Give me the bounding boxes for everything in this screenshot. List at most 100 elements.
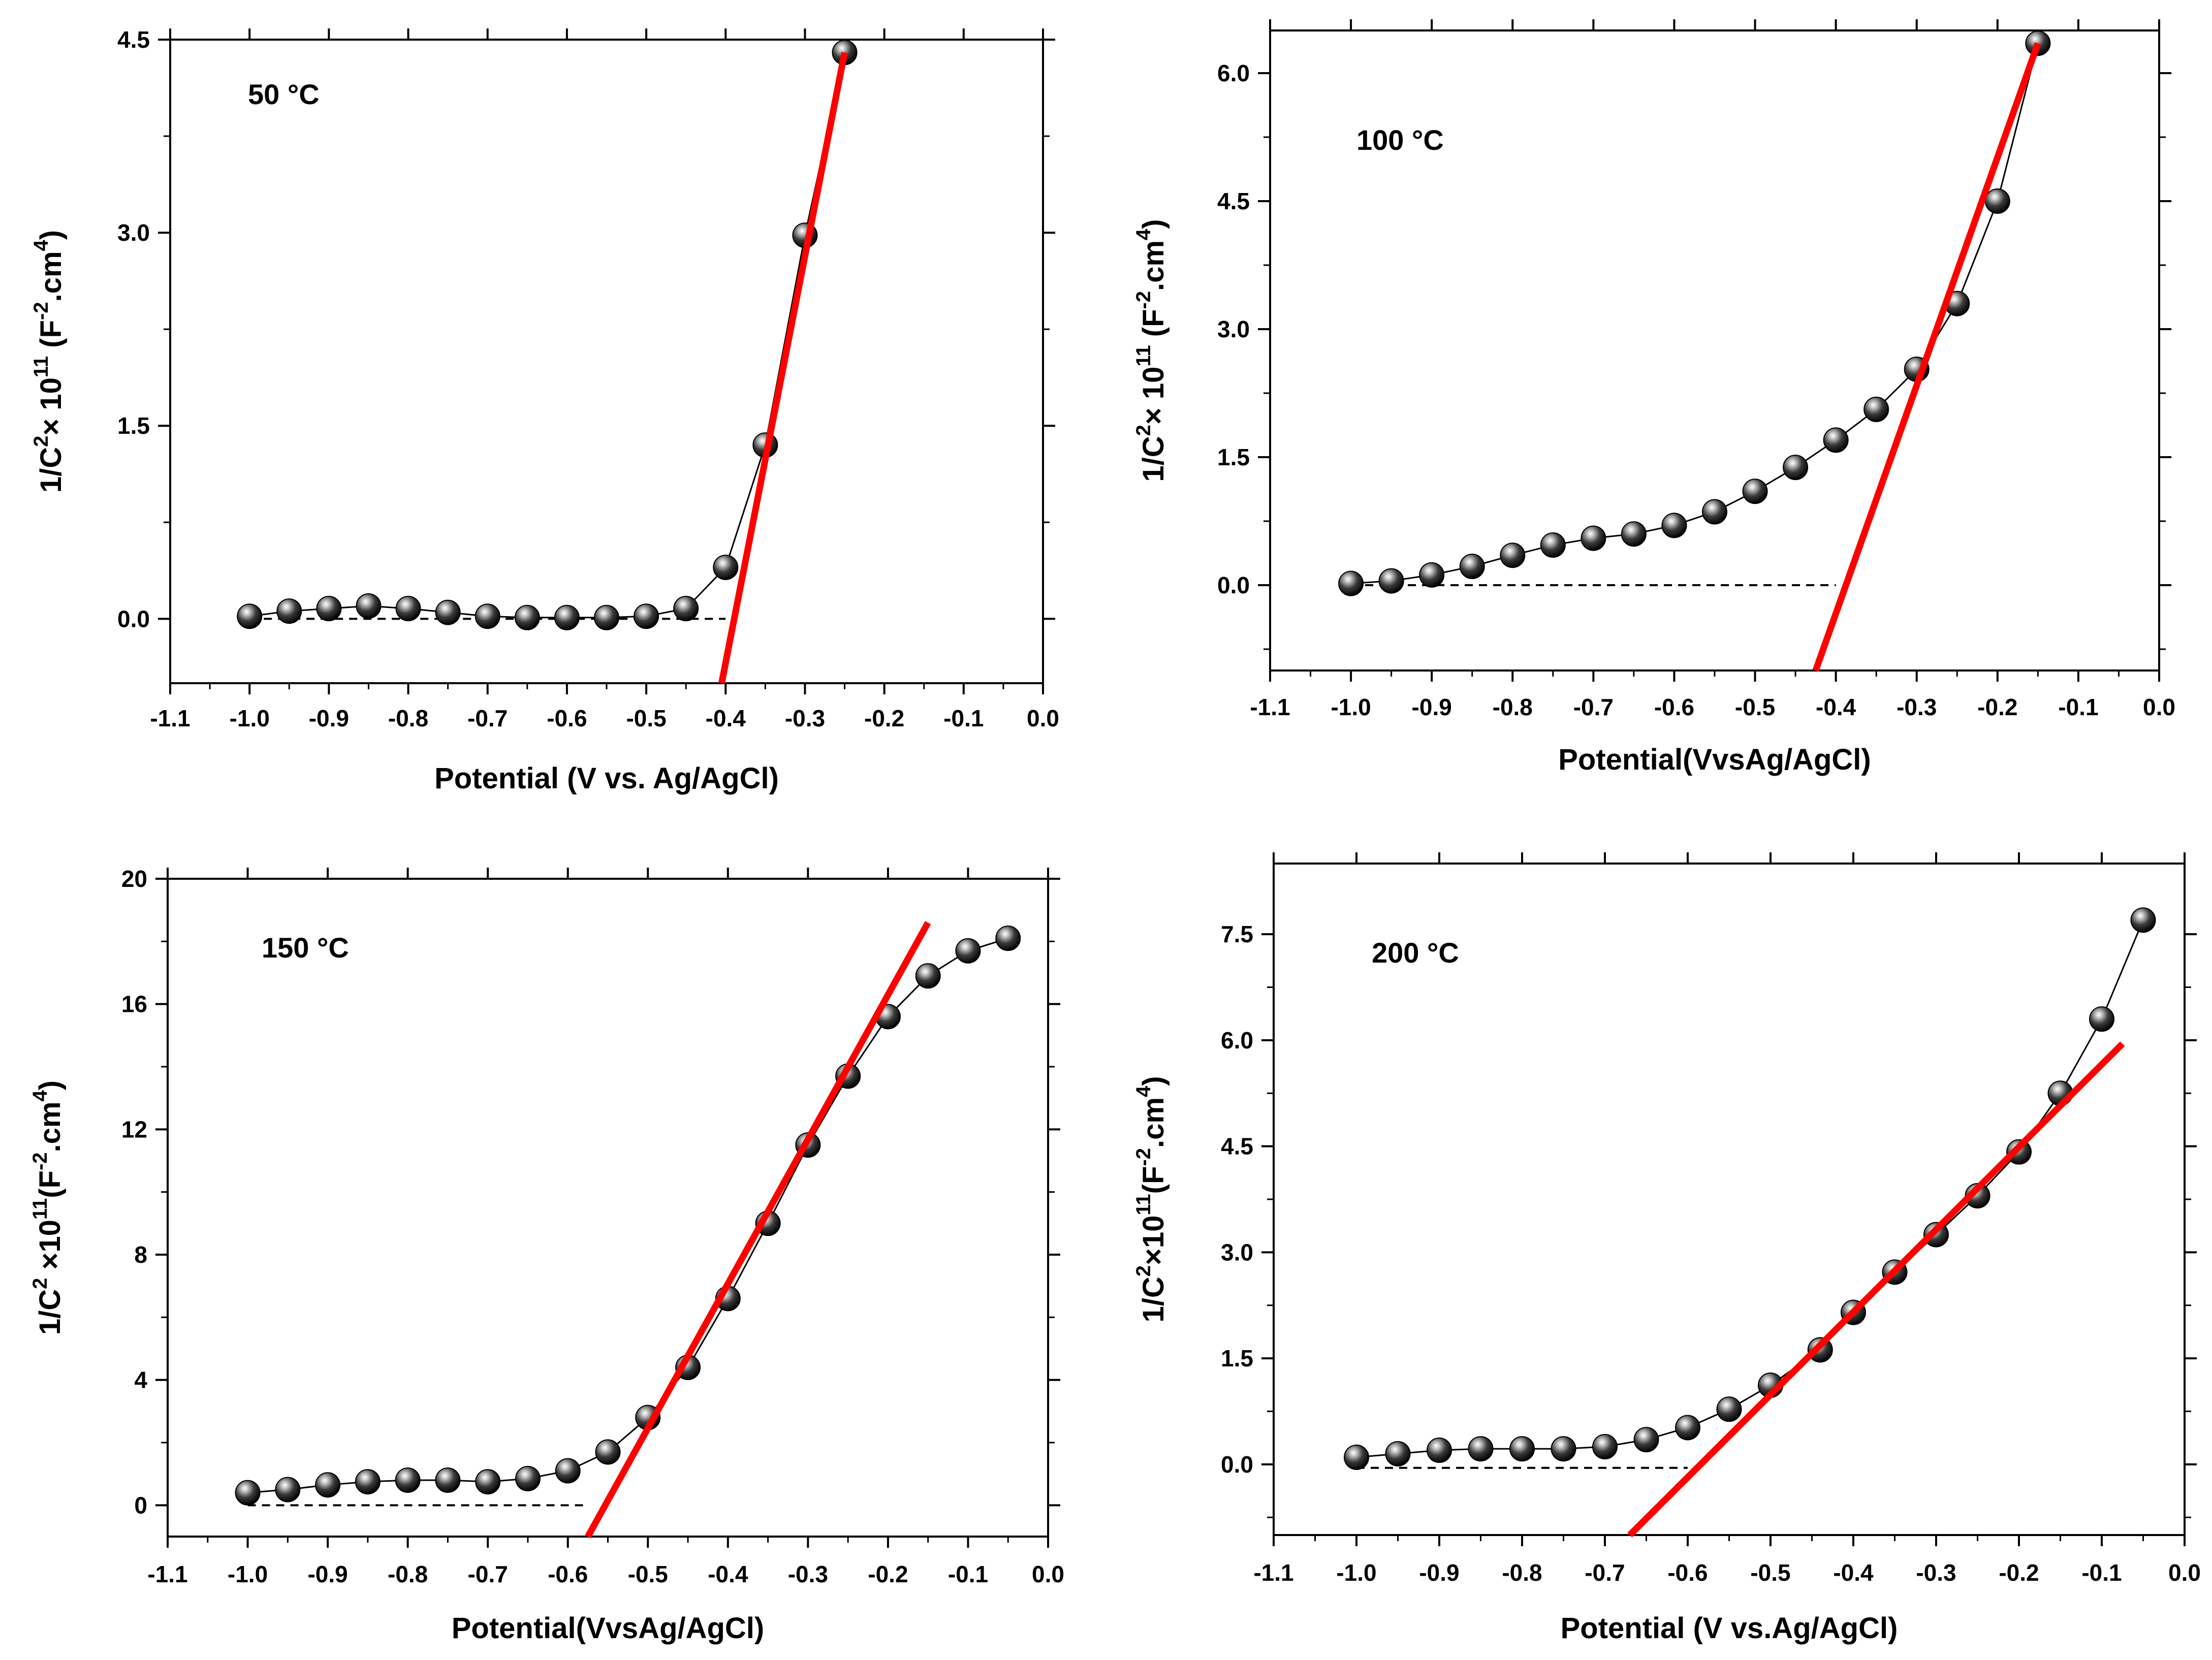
data-point — [1965, 1183, 1990, 1209]
x-tick-label: -0.7 — [467, 705, 508, 731]
panel-100c: -1.1 -1.0 -0.9 -0.8 -0.7 -0.6 -0.5 -0.4 -0.3 -0.2… — [1132, 19, 2175, 776]
x-tick-label: -0.4 — [1833, 1559, 1874, 1586]
x-tick-label: -0.6 — [1667, 1559, 1708, 1586]
x-tick-label: -0.3 — [788, 1561, 828, 1587]
data-point — [1427, 1438, 1452, 1463]
x-tick-label: -0.8 — [1493, 694, 1533, 720]
y-tick-label: 6.0 — [1217, 60, 1250, 86]
data-point — [1378, 568, 1404, 594]
y-axis-title-part: (F — [35, 320, 68, 356]
y-axis-title-part: × 10 — [35, 377, 68, 436]
data-point — [1863, 396, 1889, 422]
y-axis-title-part: 11 — [30, 356, 52, 377]
data-point — [595, 1439, 621, 1465]
series-line — [1350, 43, 2039, 585]
x-tick-label: -0.6 — [548, 1561, 588, 1587]
x-tick-label: -0.4 — [1816, 694, 1856, 720]
data-point — [555, 1458, 581, 1484]
y-axis-title: 1/C2×1011(F-2.cm4) — [1132, 1076, 1170, 1322]
x-tick-label: -1.1 — [1250, 694, 1290, 720]
x-tick-label: -0.9 — [309, 705, 349, 731]
data-point — [1338, 570, 1364, 596]
x-tick-label: -1.0 — [228, 1561, 268, 1587]
x-tick-label: -0.5 — [1750, 1559, 1790, 1586]
data-point — [395, 1467, 421, 1493]
x-tick-label: -0.2 — [1999, 1559, 2039, 1586]
data-point — [713, 554, 739, 580]
data-point — [435, 1467, 461, 1493]
x-tick-label: -0.9 — [307, 1561, 347, 1587]
data-point — [1459, 554, 1485, 580]
y-axis-title-part: 2 — [30, 436, 52, 447]
y-tick-label: 1.5 — [1217, 444, 1250, 470]
x-axis-title: Potential(VvsAg/AgCl) — [452, 1612, 765, 1645]
y-tick-label: 3.0 — [1221, 1239, 1253, 1265]
data-point — [1419, 562, 1445, 588]
data-point — [1385, 1441, 1411, 1466]
x-tick-label: -0.1 — [948, 1561, 988, 1587]
x-tick-label: -0.6 — [547, 705, 587, 731]
x-tick-label: -0.2 — [868, 1561, 908, 1587]
x-tick-label: -0.5 — [628, 1561, 668, 1587]
y-tick-label: 16 — [121, 991, 147, 1017]
data-point — [475, 1469, 501, 1495]
x-tick-label: -0.4 — [706, 705, 746, 731]
data-point — [395, 596, 421, 622]
y-axis-title-part: 1/C — [1137, 1276, 1170, 1322]
y-axis-title: 1/C2× 1011 (F-2.cm4) — [30, 230, 68, 493]
data-point — [1592, 1434, 1618, 1460]
data-point — [1500, 542, 1526, 568]
y-axis-title-part: 1/C — [35, 447, 68, 493]
y-axis-title: 1/C2× 1011 (F-2.cm4) — [1132, 219, 1170, 482]
y-axis-title-part: (F — [34, 1170, 67, 1198]
y-axis-title-part: -2 — [29, 1152, 51, 1170]
data-point — [355, 1469, 381, 1495]
y-axis-title-part: .cm — [34, 1101, 67, 1152]
data-point — [955, 938, 981, 964]
x-tick-label: -0.7 — [468, 1561, 508, 1587]
x-tick-label: -0.3 — [1916, 1559, 1956, 1586]
y-axis-title-part: .cm — [35, 251, 68, 302]
y-tick-label: 4.5 — [1221, 1133, 1253, 1160]
data-point — [1468, 1436, 1494, 1462]
data-point — [435, 599, 461, 625]
y-axis-title-part: 4 — [1132, 229, 1155, 240]
y-tick-label: 4 — [134, 1367, 147, 1393]
data-point — [1661, 513, 1687, 538]
x-tick-label: -0.7 — [1585, 1559, 1625, 1586]
data-point — [1823, 427, 1849, 453]
y-axis-title-part: ) — [1137, 219, 1170, 229]
y-axis-title-part: (F — [1137, 309, 1170, 345]
x-tick-label: -0.1 — [2058, 694, 2098, 720]
y-tick-label: 20 — [121, 866, 147, 892]
y-axis-title-part: 1/C — [1137, 436, 1170, 482]
x-tick-label: 0.0 — [1032, 1561, 1064, 1587]
fit-line — [1812, 42, 2041, 672]
data-point — [1675, 1415, 1700, 1441]
temperature-label: 150 °C — [262, 932, 349, 964]
x-tick-label: -0.8 — [1502, 1559, 1542, 1586]
fit-line — [1627, 1041, 2125, 1538]
panel-150c: -1.1 -1.0 -0.9 -0.8 -0.7 -0.6 -0.5 -0.4 -0.3 -0.2… — [29, 866, 1064, 1645]
temperature-label: 200 °C — [1372, 937, 1459, 969]
y-axis-title-part: ) — [1137, 1076, 1170, 1086]
y-axis-title-part: 11 — [1132, 345, 1155, 366]
y-axis-title-part: × 10 — [1137, 367, 1170, 425]
y-tick-label: 1.5 — [1221, 1345, 1253, 1371]
data-point — [1540, 532, 1566, 558]
data-point — [1783, 455, 1809, 481]
y-axis-title-part: .cm — [1137, 240, 1170, 291]
x-tick-label: 0.0 — [2143, 694, 2175, 720]
y-tick-label: 4.5 — [1217, 188, 1250, 214]
y-tick-label: 1.5 — [117, 412, 150, 439]
data-point — [235, 1480, 261, 1506]
x-axis-title: Potential(VvsAg/AgCl) — [1558, 743, 1871, 776]
x-tick-label: -0.9 — [1419, 1559, 1459, 1586]
y-tick-label: 8 — [134, 1241, 147, 1268]
x-tick-label: -0.1 — [943, 705, 984, 731]
x-tick-label: 0.0 — [2168, 1559, 2201, 1586]
y-axis-title-part: -2 — [1132, 291, 1155, 309]
panel-200c: -1.1 -1.0 -0.9 -0.8 -0.7 -0.6 -0.5 -0.4 -0.3 -0.2… — [1132, 852, 2201, 1645]
plot-frame — [169, 39, 1044, 684]
